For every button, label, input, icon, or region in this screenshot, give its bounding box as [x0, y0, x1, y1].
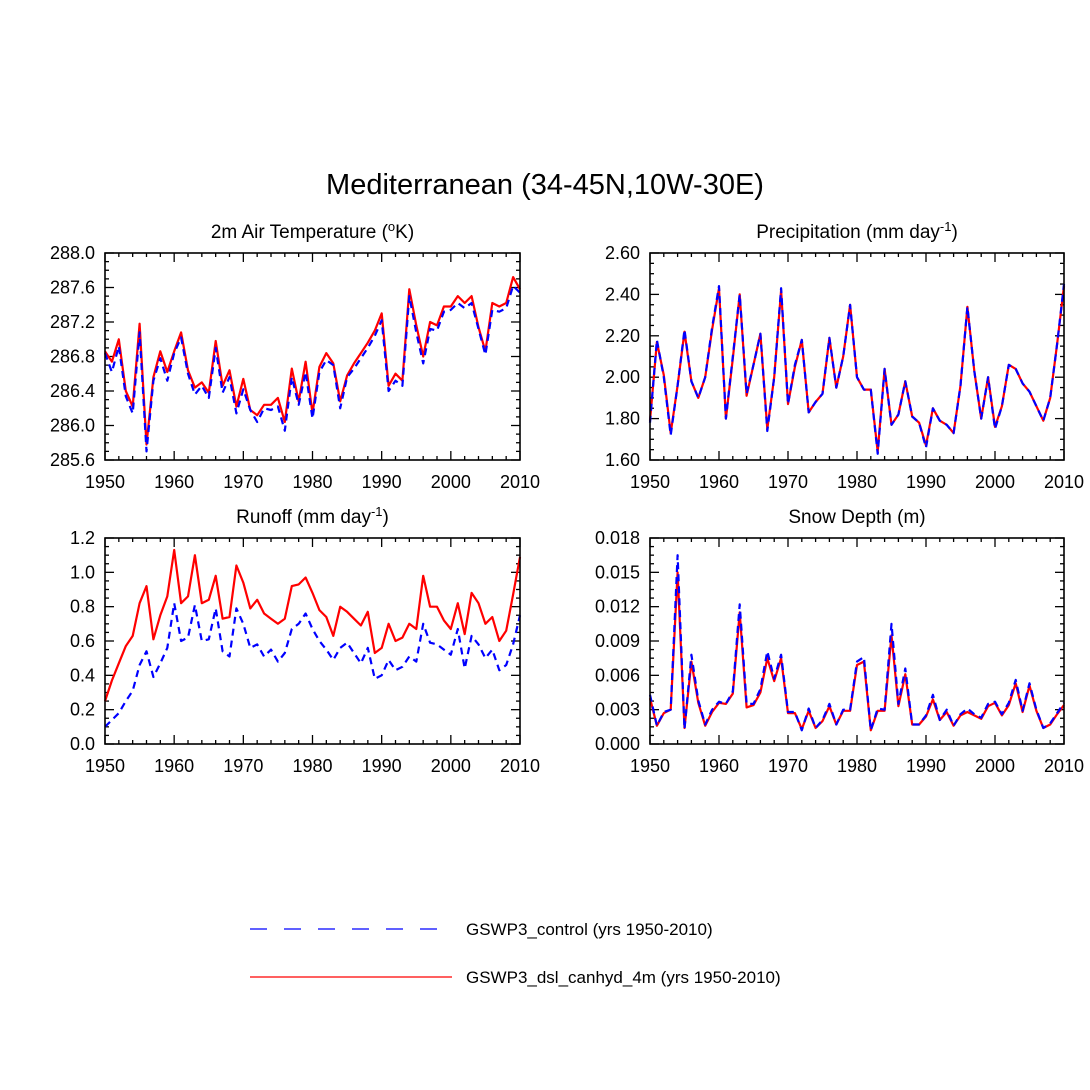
x-tick-label: 1970: [223, 756, 263, 776]
x-tick-label: 2000: [975, 756, 1015, 776]
y-tick-label: 1.60: [605, 450, 640, 470]
y-tick-label: 0.4: [70, 665, 95, 685]
y-tick-label: 1.80: [605, 409, 640, 429]
x-tick-label: 1960: [699, 756, 739, 776]
x-tick-label: 2010: [1044, 472, 1084, 492]
x-tick-label: 1990: [906, 756, 946, 776]
y-tick-label: 0.009: [595, 631, 640, 651]
x-tick-label: 1960: [699, 472, 739, 492]
plot-frame: [104, 252, 521, 461]
series-line-control: [648, 554, 1065, 732]
legend-label-control: GSWP3_control (yrs 1950-2010): [466, 920, 713, 939]
x-tick-label: 1990: [362, 756, 402, 776]
panel-title: Precipitation (mm day-1): [756, 219, 958, 243]
panel-title-text-end: K): [395, 222, 414, 243]
panel-title-text: Snow Depth (m): [788, 507, 925, 528]
y-tick-label: 1.0: [70, 562, 95, 582]
panel-title: 2m Air Temperature (oK): [211, 219, 414, 243]
x-tick-label: 2010: [500, 756, 540, 776]
y-tick-label: 1.2: [70, 528, 95, 548]
x-tick-label: 1990: [362, 472, 402, 492]
x-tick-label: 1960: [154, 472, 194, 492]
y-tick-label: 0.012: [595, 597, 640, 617]
series-line-control: [648, 283, 1066, 455]
y-tick-label: 0.006: [595, 665, 640, 685]
panel-title-superscript: -1: [940, 219, 952, 234]
y-tick-label: 0.000: [595, 734, 640, 754]
chart-panel-3: Runoff (mm day-1) 1950 1960 1970 1980 1990 200…: [70, 504, 540, 776]
panel-title-text: 2m Air Temperature (: [211, 222, 389, 243]
plot-frame: [649, 252, 1065, 461]
panel-title-superscript: -1: [371, 504, 383, 519]
x-tick-label: 1950: [85, 756, 125, 776]
x-tick-label: 2000: [431, 472, 471, 492]
plot-frame: [649, 537, 1065, 745]
series-line-control: [104, 602, 522, 728]
chart-panel-4: Snow Depth (m) 1950 1960 1970 1980 1990 2000 20…: [595, 507, 1084, 776]
y-tick-label: 0.6: [70, 631, 95, 651]
x-tick-label: 1960: [154, 756, 194, 776]
x-tick-label: 1970: [768, 472, 808, 492]
x-tick-label: 1970: [768, 756, 808, 776]
x-tick-label: 2000: [431, 756, 471, 776]
panel-title-text-end: ): [951, 222, 957, 243]
x-tick-label: 1980: [837, 756, 877, 776]
series-line-experiment: [648, 571, 1065, 732]
x-tick-label: 2010: [1044, 756, 1084, 776]
x-tick-label: 1950: [630, 756, 670, 776]
y-tick-label: 0.003: [595, 700, 640, 720]
y-tick-label: 287.2: [50, 312, 95, 332]
y-tick-label: 285.6: [50, 450, 95, 470]
y-tick-label: 0.018: [595, 528, 640, 548]
panel-title-text-end: ): [383, 507, 389, 528]
x-tick-label: 1990: [906, 472, 946, 492]
x-tick-label: 2000: [975, 472, 1015, 492]
panel-title-superscript: o: [388, 219, 395, 234]
y-tick-label: 288.0: [50, 243, 95, 263]
x-tick-label: 1980: [292, 472, 332, 492]
chart-panel-1: 2m Air Temperature (oK) 1950 1960 1970 1980 1…: [50, 219, 540, 492]
y-tick-label: 286.8: [50, 347, 95, 367]
y-tick-label: 286.4: [50, 381, 95, 401]
y-tick-label: 0.8: [70, 597, 95, 617]
y-tick-label: 287.6: [50, 278, 95, 298]
x-tick-label: 1970: [223, 472, 263, 492]
figure-title: Mediterranean (34-45N,10W-30E): [326, 169, 764, 201]
plot-frame: [104, 537, 521, 745]
y-tick-label: 0.0: [70, 734, 95, 754]
chart-panel-2: Precipitation (mm day-1) 1950 1960 1970 1980…: [605, 219, 1084, 492]
panel-title-text: Precipitation (mm day: [756, 222, 940, 243]
x-tick-label: 1950: [630, 472, 670, 492]
x-tick-label: 1950: [85, 472, 125, 492]
legend: GSWP3_control (yrs 1950-2010) GSWP3_dsl_c…: [250, 920, 781, 987]
series-line-experiment: [103, 548, 522, 702]
y-tick-label: 0.2: [70, 700, 95, 720]
y-tick-label: 2.40: [605, 284, 640, 304]
series-line-control: [103, 284, 521, 453]
x-tick-label: 1980: [292, 756, 332, 776]
y-tick-label: 2.20: [605, 326, 640, 346]
y-tick-label: 286.0: [50, 416, 95, 436]
panel-title-text: Runoff (mm day: [236, 507, 371, 528]
x-tick-label: 1980: [837, 472, 877, 492]
panels: 2m Air Temperature (oK) 1950 1960 1970 1980 1…: [50, 219, 1084, 776]
panel-title: Runoff (mm day-1): [236, 504, 389, 528]
y-tick-label: 2.00: [605, 367, 640, 387]
y-tick-label: 2.60: [605, 243, 640, 263]
legend-label-experiment: GSWP3_dsl_canhyd_4m (yrs 1950-2010): [466, 968, 781, 987]
x-tick-label: 2010: [500, 472, 540, 492]
y-tick-label: 0.015: [595, 562, 640, 582]
panel-title: Snow Depth (m): [788, 507, 925, 528]
series-line-experiment: [104, 276, 521, 446]
